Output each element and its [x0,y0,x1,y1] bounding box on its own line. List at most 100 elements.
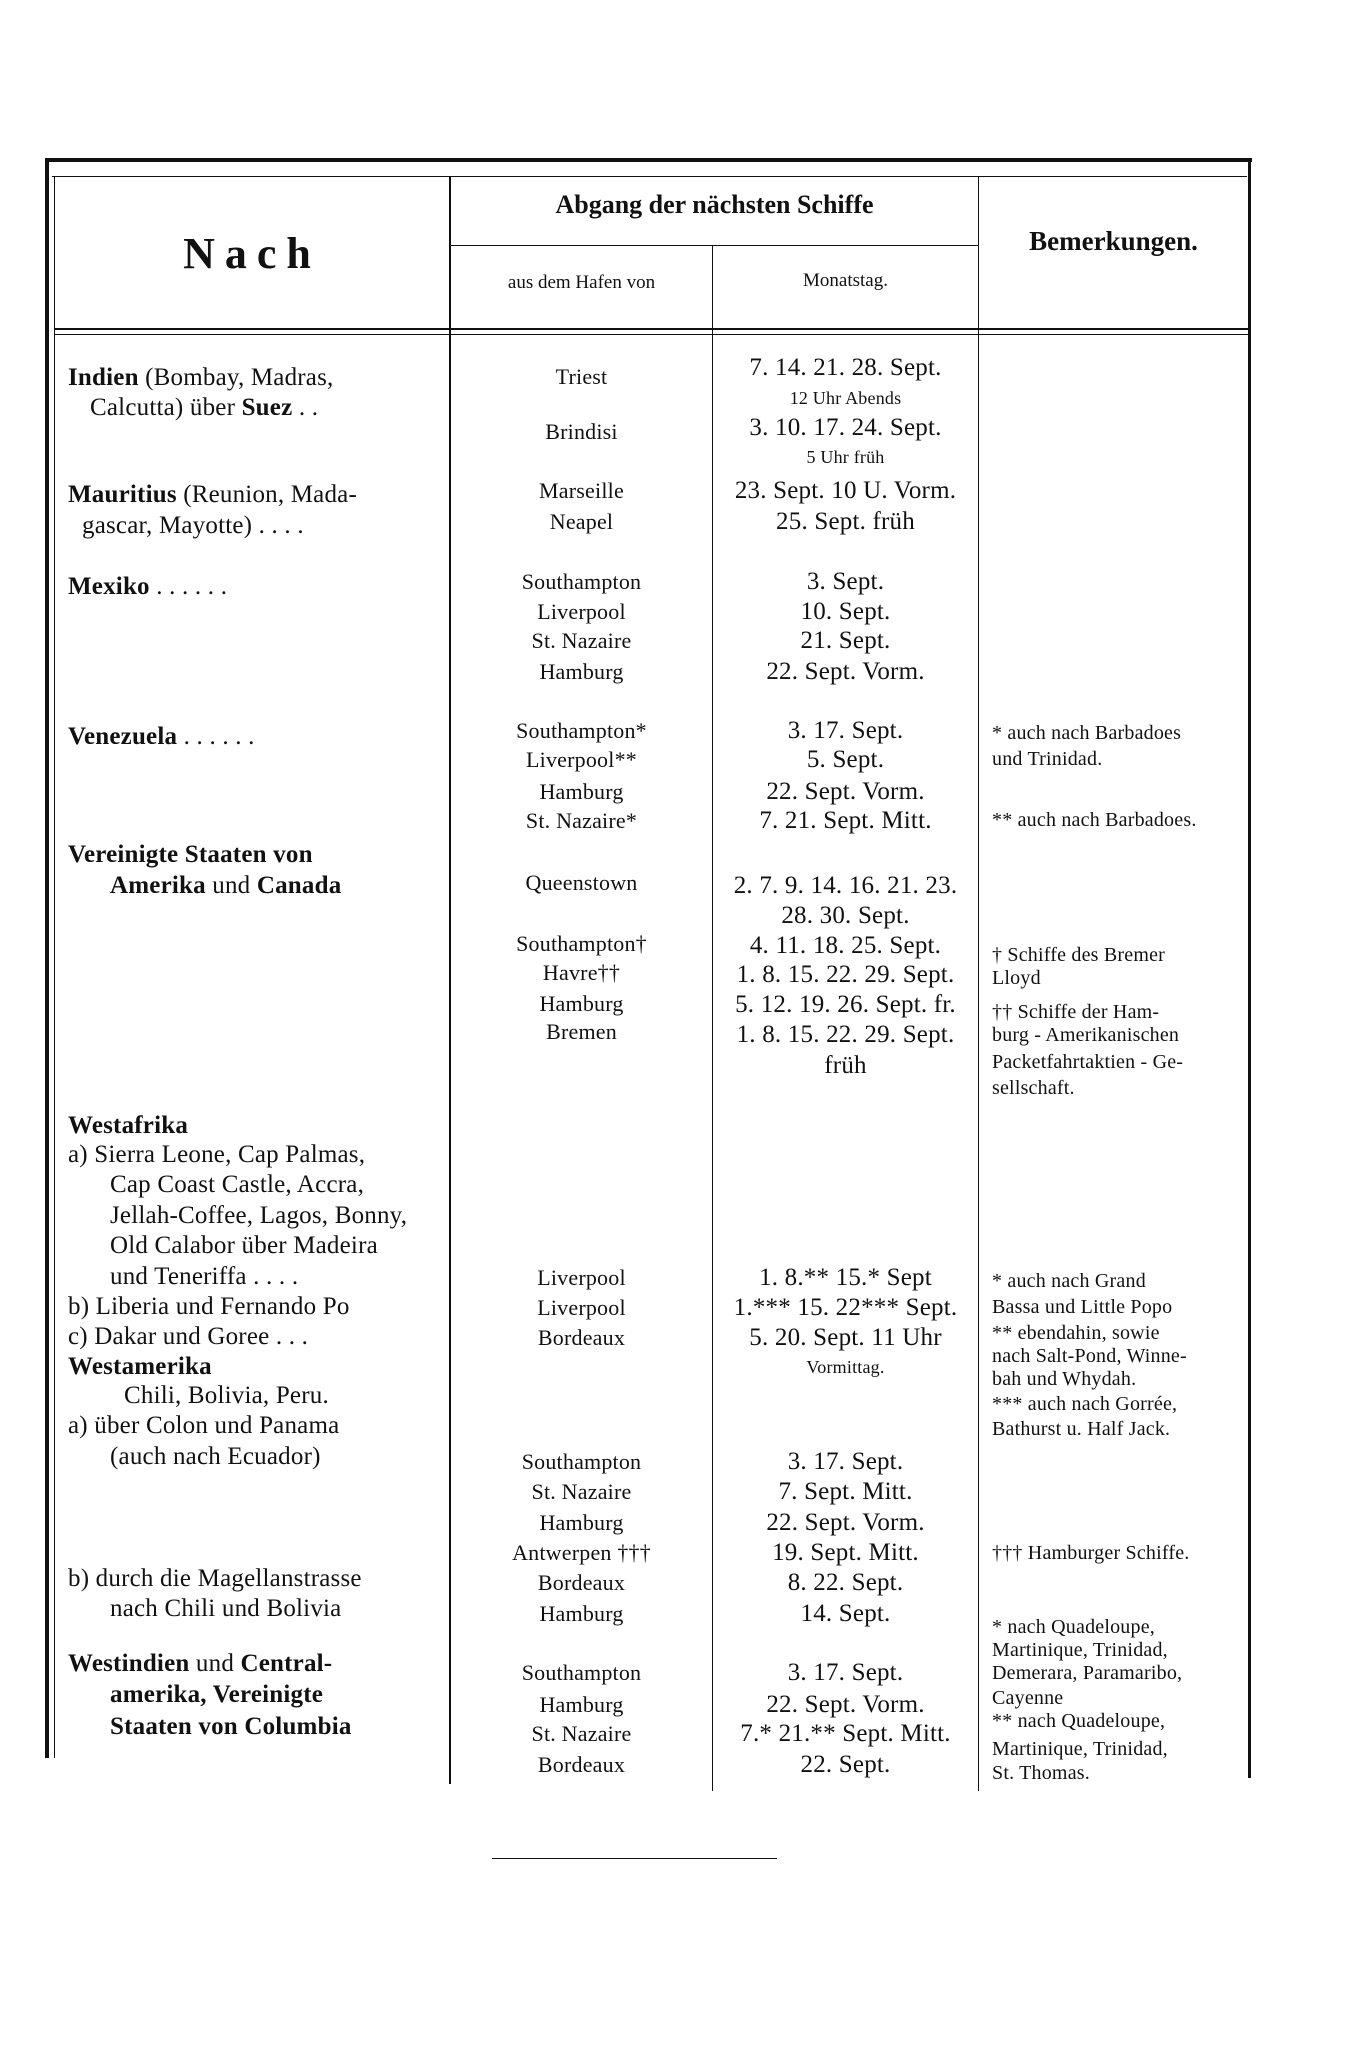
date-cell: 5 Uhr früh [806,447,885,467]
remark-line: burg - Amerikanischen [992,1024,1180,1046]
date-cell: 7. 14. 21. 28. Sept. [749,354,942,381]
port-cell: St. Nazaire [531,1721,632,1746]
destination-text: a) über Colon und Panama [68,1412,340,1439]
date-cell: 10. Sept. [800,598,891,625]
date-cell: 22. Sept. Vorm. [766,1509,925,1536]
destination-text: und [189,1650,241,1677]
date-cell: 21. Sept. [800,627,891,654]
destination-line: Amerika und Canada [110,871,341,901]
destination-line: Old Calabor über Madeira [110,1231,378,1261]
destination-text: (Bombay, Madras, [138,364,334,391]
header-bottom-border [54,328,1248,330]
destination-name: Westindien [68,1650,190,1677]
remark-line: ††† Hamburger Schiffe. [992,1542,1190,1564]
destination-name: Westafrika [68,1112,189,1139]
destination-text: nach Chili und Bolivia [110,1595,342,1622]
remark-line: Martinique, Trinidad, [992,1738,1168,1760]
date-cell: 12 Uhr Abends [789,388,902,408]
remark-line: * auch nach Grand [992,1270,1146,1292]
destination-line: Westafrika [68,1111,188,1141]
date-cell: 3. 10. 17. 24. Sept. [749,414,942,441]
footer-rule [492,1858,777,1859]
destination-line: Chili, Bolivia, Peru. [124,1381,329,1411]
destination-name: Vereinigte Staaten von [68,841,313,868]
destination-text: a) Sierra Leone, Cap Palmas, [68,1141,366,1168]
destination-name: Mexiko [68,573,150,600]
port-cell: Southampton [521,1449,642,1474]
remark-line: Bassa und Little Popo [992,1296,1173,1318]
destination-line: Calcutta) über Suez . . [90,393,318,423]
header-bottom-border-inner [54,334,1248,335]
destination-line: a) Sierra Leone, Cap Palmas, [68,1140,365,1170]
table-left-border [45,158,49,1758]
destination-name: Central- [240,1650,333,1677]
remark-line: Lloyd [992,967,1041,989]
port-cell: Liverpool [537,1265,626,1290]
destination-line: Venezuela . . . . . . [68,722,255,752]
remark-line: Martinique, Trinidad, [992,1639,1168,1661]
port-cell: Hamburg [539,1601,624,1626]
date-cell: 1.*** 15. 22*** Sept. [733,1294,958,1321]
destination-line: a) über Colon und Panama [68,1411,339,1441]
date-cell: Vormittag. [806,1357,885,1377]
date-cell: 3. Sept. [806,568,885,595]
date-cell: 22. Sept. Vorm. [766,658,925,685]
header-port: aus dem Hafen von [507,272,656,293]
destination-line: amerika, Vereinigte [110,1680,323,1710]
port-cell: Bordeaux [537,1570,626,1595]
destination-line: Staaten von Columbia [110,1712,352,1742]
destination-line: und Teneriffa . . . . [110,1262,298,1292]
destination-text: . . . . . . [177,723,255,750]
destination-text: . . . . . . [149,573,228,600]
header-date: Monatstag. [803,270,888,291]
port-cell: Neapel [549,509,614,534]
port-cell: Havre†† [542,960,621,985]
destination-line: b) durch die Magellanstrasse [68,1564,362,1594]
destination-line: Jellah-Coffee, Lagos, Bonny, [110,1201,407,1231]
remark-line: Packetfahrtaktien - Ge- [992,1051,1184,1073]
date-cell: 23. Sept. 10 U. Vorm. [734,477,957,504]
port-cell: Southampton [521,1660,642,1685]
destination-name: Suez [241,394,293,421]
port-cell: Hamburg [539,779,624,804]
date-cell: 19. Sept. Mitt. [772,1539,919,1566]
destination-text: b) Liberia und Fernando Po [68,1293,350,1320]
destination-name: Venezuela [68,723,178,750]
date-cell: 3. 17. Sept. [787,1659,904,1686]
header-departure: Abgang der nächsten Schiffe [555,190,874,219]
remark-line: † Schiffe des Bremer [992,944,1166,966]
port-cell: Bordeaux [537,1325,626,1350]
remark-line: nach Salt-Pond, Winne- [992,1345,1187,1367]
table-left-border-inner [54,176,55,1758]
date-cell: 28. 30. Sept. [781,902,910,929]
destination-text: (Reunion, Mada- [176,481,357,508]
destination-name: Westamerika [68,1353,212,1380]
destination-text: Calcutta) über [90,394,242,421]
remark-line: und Trinidad. [992,748,1103,770]
destination-line: Westamerika [68,1352,212,1382]
destination-text: und Teneriffa . . . . [110,1263,299,1290]
port-cell: Southampton* [516,718,647,743]
destination-name: Staaten von Columbia [110,1713,352,1740]
destination-text: gascar, Mayotte) . . . . [82,512,304,539]
remark-line: * auch nach Barbadoes [992,722,1182,744]
destination-name: Mauritius [68,481,177,508]
port-cell: Bremen [546,1019,617,1044]
column-divider-1 [449,176,451,1784]
remark-line: ** auch nach Barbadoes. [992,809,1197,831]
remark-line: Demerara, Paramaribo, [992,1662,1183,1684]
remark-line: *** auch nach Gorrée, [992,1393,1178,1415]
destination-line: Indien (Bombay, Madras, [68,363,333,393]
remark-line: Bathurst u. Half Jack. [992,1418,1171,1440]
destination-text: Jellah-Coffee, Lagos, Bonny, [110,1202,408,1229]
date-cell: 7.* 21.** Sept. Mitt. [740,1720,951,1747]
destination-text: und [205,872,257,899]
port-cell: Hamburg [539,659,624,684]
port-cell: Hamburg [539,1692,624,1717]
port-cell: Queenstown [525,870,638,895]
destination-line: Westindien und Central- [68,1649,332,1679]
header-destination: Nach [183,229,321,278]
destination-line: c) Dakar und Goree . . . [68,1322,308,1352]
destination-text: Old Calabor über Madeira [110,1232,378,1259]
port-cell: Brindisi [545,419,618,444]
